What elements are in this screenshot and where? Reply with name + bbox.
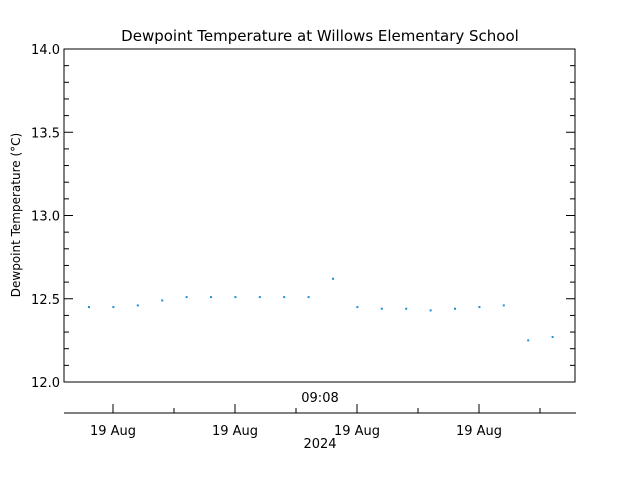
y-tick-label: 13.5 [31,126,60,141]
x-axis-year-label: 2024 [303,437,336,452]
data-point [307,296,310,299]
data-point [136,304,139,307]
data-point [356,306,359,309]
data-point [185,296,188,299]
y-axis-label: Dewpoint Temperature (°C) [9,133,23,297]
data-point [502,304,505,307]
data-point [478,306,481,309]
data-point [258,296,261,299]
data-points [88,277,554,342]
data-point [454,307,456,310]
y-axis-tick-labels: 12.0 12.5 13.0 13.5 14.0 [31,43,60,391]
chart-title: Dewpoint Temperature at Willows Elementa… [121,27,519,45]
x-tick-label: 19 Aug [334,424,380,439]
data-point [332,277,334,280]
data-point [283,296,286,299]
data-point [210,296,212,299]
data-point [405,307,408,310]
x-tick-label: 19 Aug [212,424,258,439]
y-tick-label: 12.5 [31,293,60,308]
x-tick-label: 19 Aug [456,424,502,439]
x-tick-label: 19 Aug [90,424,136,439]
y-tick-label: 14.0 [31,43,60,58]
time-marker-label: 09:08 [301,391,338,406]
plot-frame [63,48,576,383]
x-axis-tick-labels: 19 Aug 19 Aug 19 Aug 19 Aug [90,424,502,439]
x-axis-ticks [112,404,541,413]
data-point [112,306,115,309]
y-axis-ticks [64,48,575,383]
data-point [429,309,432,312]
y-tick-label: 13.0 [31,210,60,225]
data-point [161,299,164,302]
data-point [234,296,237,299]
y-tick-label: 12.0 [31,376,60,391]
data-point [551,336,554,339]
data-point [527,339,530,342]
data-point [88,306,90,309]
data-point [380,307,383,310]
